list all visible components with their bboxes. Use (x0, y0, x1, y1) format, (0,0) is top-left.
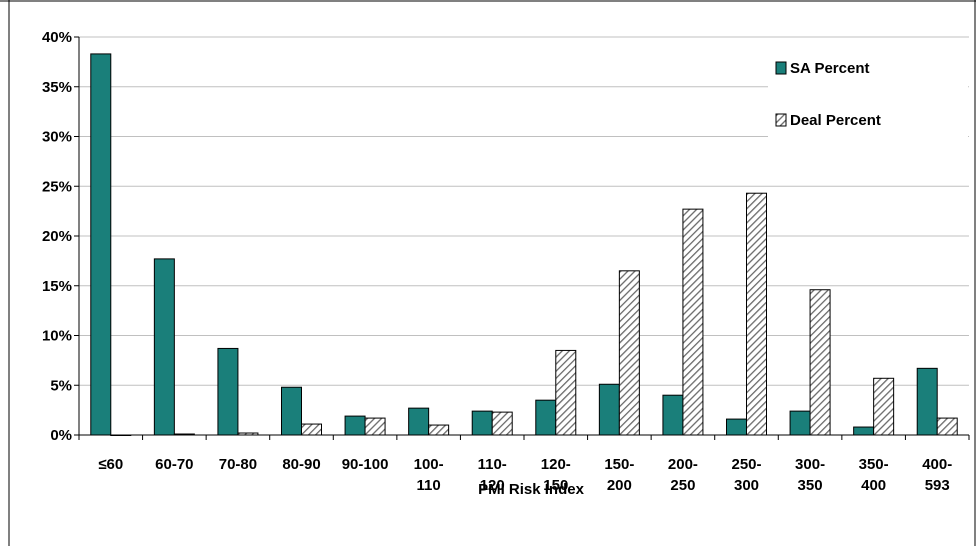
y-tick-label: 35% (42, 79, 72, 96)
bar-deal-percent (746, 192, 767, 436)
legend-item-deal: Deal Percent (775, 112, 881, 129)
bar-deal-percent (301, 423, 322, 436)
bar-deal-percent (491, 411, 513, 436)
bar-deal-percent (364, 417, 386, 436)
bar-sa-percent (598, 383, 620, 436)
x-tick-label: 400- (922, 456, 952, 473)
x-tick-label: 593 (925, 477, 950, 494)
legend-swatch-sa-percent (775, 61, 787, 75)
x-tick-label: 350 (798, 477, 823, 494)
bar-sa-percent (281, 386, 302, 436)
y-tick-label: 30% (42, 129, 72, 146)
bar-deal-percent (428, 424, 450, 436)
bar-sa-percent (408, 407, 430, 436)
legend-item-sa: SA Percent (775, 60, 869, 77)
x-tick-label: 350- (859, 456, 889, 473)
x-tick-label: 250- (731, 456, 761, 473)
legend-swatch-deal-percent (775, 113, 787, 127)
bar-sa-percent (853, 426, 875, 436)
x-tick-label: 300- (795, 456, 825, 473)
x-axis-label: PMI Risk Index (478, 481, 585, 498)
x-tick-label: ≤60 (98, 456, 123, 473)
x-tick-label: 250 (670, 477, 695, 494)
y-tick-label: 0% (50, 427, 72, 444)
legend-label-deal-percent: Deal Percent (790, 112, 881, 129)
legend-background (768, 45, 968, 150)
x-tick-label: 150 (543, 477, 568, 494)
bar-sa-percent (726, 418, 747, 436)
y-tick-label: 25% (42, 178, 72, 195)
bar-sa-percent (535, 399, 557, 436)
bar-sa-percent (789, 410, 811, 436)
bar-sa-percent (916, 367, 938, 436)
bar-deal-percent (555, 349, 577, 436)
x-tick-label: 120 (480, 477, 505, 494)
x-tick-label: 100- (414, 456, 444, 473)
bar-deal-percent (682, 208, 704, 436)
y-tick-label: 40% (42, 29, 72, 46)
x-tick-label: 200 (607, 477, 632, 494)
x-tick-labels: ≤60 60-70 70-80 80-90 90-100 100- 110 110- 120 12… (98, 456, 952, 494)
x-tick-label: 80-90 (282, 456, 320, 473)
x-tick-label: 200- (668, 456, 698, 473)
y-tick-label: 15% (42, 278, 72, 295)
bar-deal-percent (936, 417, 958, 436)
bar-deal-percent (873, 377, 895, 436)
x-tick-label: 110- (478, 456, 507, 473)
bar-sa-percent (90, 53, 112, 436)
y-tick-label: 10% (42, 328, 72, 345)
x-tick-label: 400 (861, 477, 886, 494)
legend: SA Percent Deal Percent (768, 45, 968, 150)
bar-sa-percent (153, 258, 175, 436)
x-tick-label: 300 (734, 477, 759, 494)
x-tick-label: 110 (417, 477, 441, 494)
x-tick-label: 70-80 (219, 456, 257, 473)
legend-label-sa-percent: SA Percent (790, 60, 869, 77)
x-tick-label: 120- (541, 456, 571, 473)
x-tick-label: 90-100 (342, 456, 389, 473)
x-tick-label: 150- (604, 456, 634, 473)
y-tick-label: 20% (42, 228, 72, 245)
y-tick-label: 5% (50, 377, 72, 394)
bar-sa-percent (344, 415, 366, 436)
x-tick-label: 60-70 (155, 456, 193, 473)
bar-sa-percent (662, 394, 684, 436)
axes (74, 36, 970, 440)
bar-sa-percent (471, 410, 493, 436)
bar-deal-percent (809, 289, 831, 436)
y-tick-labels: 0% 5% 10% 15% 20% 25% 30% 35% 40% (42, 29, 72, 444)
bar-deal-percent (618, 270, 640, 436)
bar-sa-percent (217, 347, 239, 436)
